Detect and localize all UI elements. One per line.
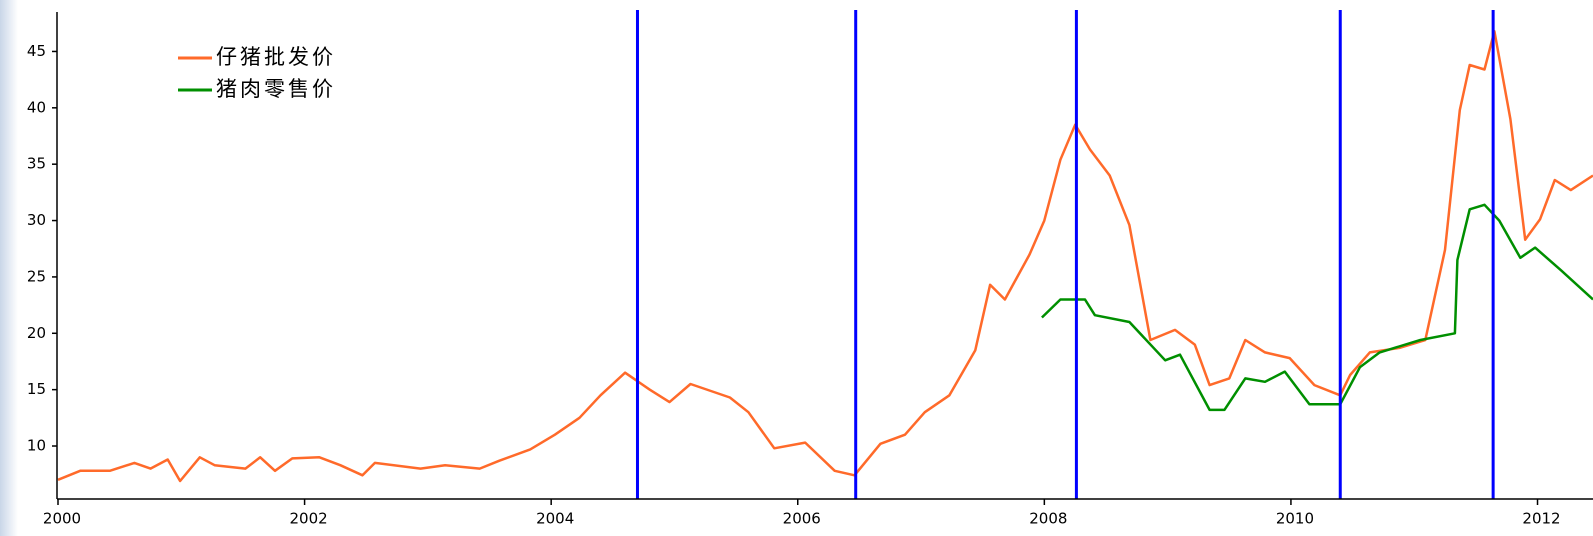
x-tick-label: 2008: [1029, 510, 1067, 528]
y-tick-label: 30: [27, 211, 46, 229]
x-tick-label: 2012: [1522, 510, 1560, 528]
y-tick-label: 15: [27, 380, 46, 398]
y-tick-label: 10: [27, 437, 46, 455]
x-tick-label: 2000: [43, 510, 81, 528]
y-tick-label: 45: [27, 42, 46, 60]
legend-label: 猪肉零售价: [216, 77, 336, 101]
y-tick-label: 40: [27, 98, 46, 116]
x-tick-label: 2010: [1276, 510, 1314, 528]
y-tick-label: 35: [27, 155, 46, 173]
x-tick-label: 2002: [289, 510, 327, 528]
data-line: [1041, 203, 1593, 412]
x-tick-label: 2006: [783, 510, 821, 528]
y-tick-label: 20: [27, 324, 46, 342]
legend-label: 仔猪批发价: [216, 45, 336, 69]
x-tick-label: 2004: [536, 510, 574, 528]
y-tick-label: 25: [27, 267, 46, 285]
background-edge: [0, 0, 18, 536]
